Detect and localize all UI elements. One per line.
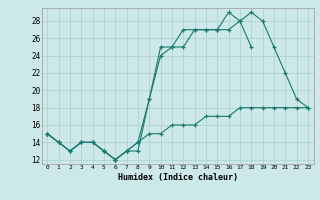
X-axis label: Humidex (Indice chaleur): Humidex (Indice chaleur)	[118, 173, 237, 182]
